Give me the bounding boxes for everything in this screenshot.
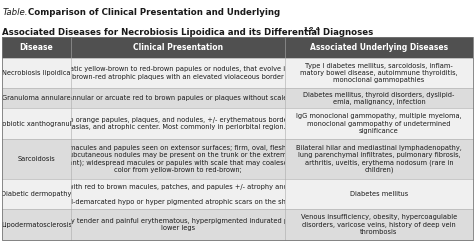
Text: Red-brown macules and papules seen on extensor surfaces; firm, oval, flesh-color: Red-brown macules and papules seen on ex…	[26, 145, 329, 173]
Bar	[2, 37, 473, 58]
Bar	[2, 37, 473, 240]
Text: 1,2,4: 1,2,4	[303, 27, 320, 32]
Bar	[2, 179, 473, 209]
Bar	[2, 58, 473, 88]
Text: Diabetes mellitus: Diabetes mellitus	[350, 191, 408, 197]
Text: Type I diabetes mellitus, sarcoidosis, inflam-
matory bowel disease, autoimmune : Type I diabetes mellitus, sarcoidosis, i…	[300, 63, 458, 83]
Text: Clinical Presentation: Clinical Presentation	[133, 43, 223, 52]
Bar	[2, 139, 473, 179]
Text: Associated Diseases for Necrobiosis Lipoidica and its Differential Diagnoses: Associated Diseases for Necrobiosis Lipo…	[2, 28, 374, 37]
Text: Diabetes mellitus, thyroid disorders, dyslipid-
emia, malignancy, infection: Diabetes mellitus, thyroid disorders, dy…	[303, 92, 455, 105]
Text: Granuloma annulare: Granuloma annulare	[2, 95, 71, 101]
Bar	[2, 88, 473, 108]
Bar	[2, 108, 473, 139]
Text: Venous insufficiency, obesity, hypercoagulable
disorders, varicose veins, histor: Venous insufficiency, obesity, hypercoag…	[301, 214, 457, 235]
Text: Diabetic dermopathy: Diabetic dermopathy	[1, 191, 72, 197]
Bar	[2, 209, 473, 240]
Text: IgG monoclonal gammopathy, multiple myeloma,
monoclonal gammopathy of undetermin: IgG monoclonal gammopathy, multiple myel…	[296, 113, 462, 134]
Text: Disease: Disease	[19, 43, 54, 52]
Text: Asymptomatic yellow-brown to red-brown papules or nodules, that evolve into yell: Asymptomatic yellow-brown to red-brown p…	[34, 66, 322, 80]
Text: Necrobiosis lipoidica: Necrobiosis lipoidica	[2, 70, 71, 76]
Text: Annular or arcuate red to brown papules or plaques without scale: Annular or arcuate red to brown papules …	[68, 95, 287, 101]
Text: Associated Underlying Diseases: Associated Underlying Diseases	[310, 43, 448, 52]
Text: Shins with red to brown macules, patches, and papules +/- atrophy and scale

Wel: Shins with red to brown macules, patches…	[48, 184, 307, 205]
Text: Table.: Table.	[2, 8, 28, 17]
Text: Localized, very tender and painful erythematous, hyperpigmented indurated plaque: Localized, very tender and painful eryth…	[25, 218, 330, 231]
Text: Comparison of Clinical Presentation and Underlying: Comparison of Clinical Presentation and …	[25, 8, 280, 17]
Text: Bilateral hilar and mediastinal lymphadenopathy,
lung parenchymal infiltrates, p: Bilateral hilar and mediastinal lymphade…	[296, 145, 462, 173]
Text: Firm yellow to orange papules, plaques, and nodules, +/- erythematous border, te: Firm yellow to orange papules, plaques, …	[27, 117, 328, 130]
Text: Necrobiotic xanthogranuloma: Necrobiotic xanthogranuloma	[0, 120, 86, 127]
Text: Lipodermatosclerosis: Lipodermatosclerosis	[1, 222, 72, 228]
Text: Sarcoidosis: Sarcoidosis	[18, 156, 55, 162]
